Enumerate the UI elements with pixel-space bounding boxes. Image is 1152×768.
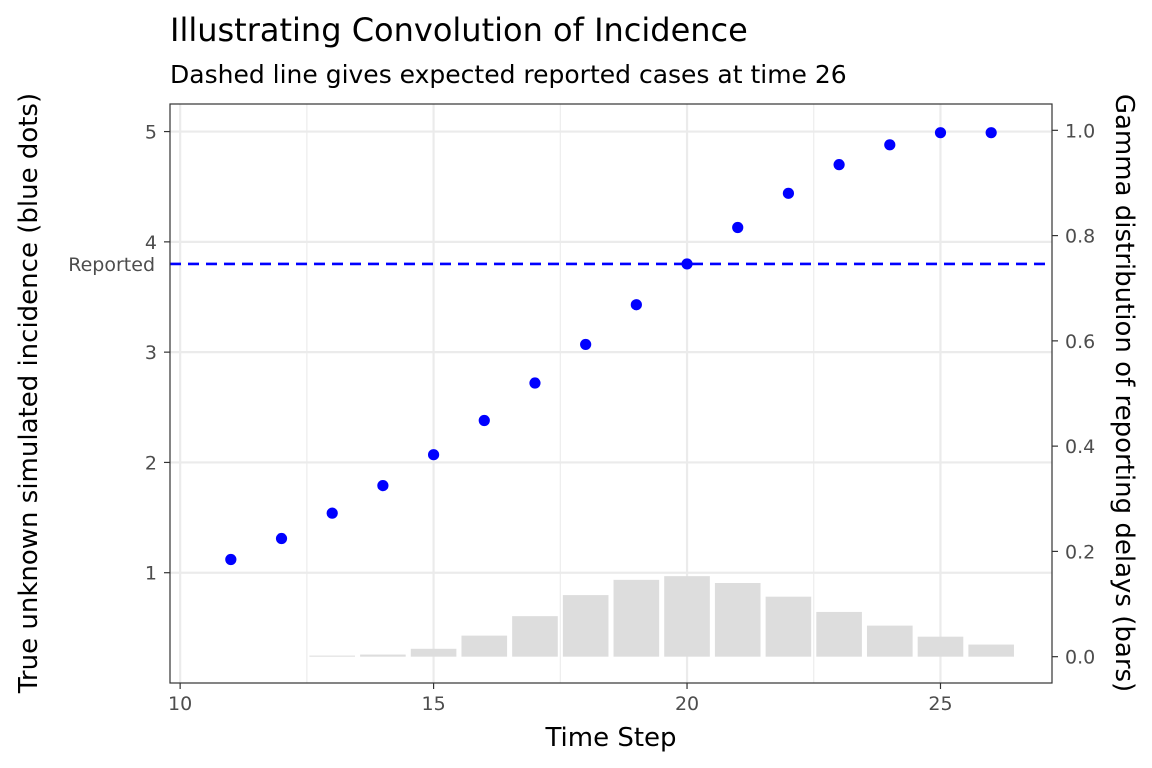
incidence-point bbox=[833, 159, 845, 171]
delay-bar bbox=[765, 596, 812, 657]
incidence-point bbox=[681, 258, 693, 270]
delay-bar bbox=[562, 595, 609, 657]
grid bbox=[170, 104, 1052, 683]
y2-tick-label: 0.6 bbox=[1065, 331, 1095, 353]
axes: 10 15 20 25 1 2 3 4 5 Reported 0.0 0.2 0.4 0.6 0.8 1.0 bbox=[68, 120, 1095, 715]
delay-bars bbox=[309, 576, 1014, 657]
delay-bar bbox=[968, 644, 1014, 657]
y2-tick-label: 0.8 bbox=[1065, 226, 1095, 248]
delay-bar bbox=[512, 616, 558, 657]
delay-bar bbox=[664, 576, 710, 657]
incidence-point bbox=[529, 377, 541, 389]
incidence-point bbox=[630, 299, 642, 311]
incidence-point bbox=[225, 553, 237, 566]
y-tick-label: 1 bbox=[145, 563, 157, 585]
incidence-point bbox=[782, 187, 795, 199]
delay-bar bbox=[410, 648, 457, 657]
chart-subtitle: Dashed line gives expected reported case… bbox=[170, 60, 847, 89]
delay-bar bbox=[309, 655, 356, 657]
incidence-point bbox=[884, 139, 896, 151]
y2-tick-label: 0.2 bbox=[1065, 541, 1095, 563]
y-tick-label: 2 bbox=[145, 452, 157, 474]
delay-bar bbox=[613, 579, 660, 657]
x-tick-label: 10 bbox=[168, 693, 192, 715]
x-tick-label: 25 bbox=[928, 693, 952, 715]
incidence-point bbox=[478, 414, 490, 427]
incidence-points bbox=[225, 127, 997, 566]
delay-bar bbox=[917, 636, 964, 657]
incidence-point bbox=[580, 338, 592, 351]
x-axis-title: Time Step bbox=[544, 723, 676, 753]
incidence-point bbox=[732, 221, 744, 234]
y-tick-label: 3 bbox=[145, 342, 157, 364]
reported-label: Reported bbox=[68, 254, 155, 276]
chart-title: Illustrating Convolution of Incidence bbox=[170, 11, 748, 49]
y-axis-title: True unknown simulated incidence (blue d… bbox=[14, 93, 44, 694]
y2-axis-title: Gamma distribution of reporting delays (… bbox=[1109, 94, 1139, 692]
x-tick-label: 15 bbox=[421, 693, 445, 715]
incidence-point bbox=[427, 449, 440, 461]
incidence-point bbox=[934, 127, 947, 139]
y-tick-label: 5 bbox=[145, 122, 157, 144]
incidence-point bbox=[326, 507, 338, 519]
y2-tick-label: 0.0 bbox=[1065, 647, 1095, 669]
delay-bar bbox=[714, 582, 761, 657]
delay-bar bbox=[816, 611, 862, 657]
incidence-point bbox=[275, 532, 288, 545]
y2-tick-label: 1.0 bbox=[1065, 120, 1095, 142]
delay-bar bbox=[866, 625, 913, 657]
y2-tick-label: 0.4 bbox=[1065, 436, 1095, 458]
incidence-point bbox=[985, 127, 997, 139]
delay-bar bbox=[360, 654, 406, 657]
x-tick-label: 20 bbox=[675, 693, 699, 715]
delay-bar bbox=[461, 635, 508, 657]
incidence-point bbox=[377, 479, 389, 492]
y-tick-label: 4 bbox=[145, 232, 157, 254]
plot-panel-border bbox=[169, 103, 1053, 684]
